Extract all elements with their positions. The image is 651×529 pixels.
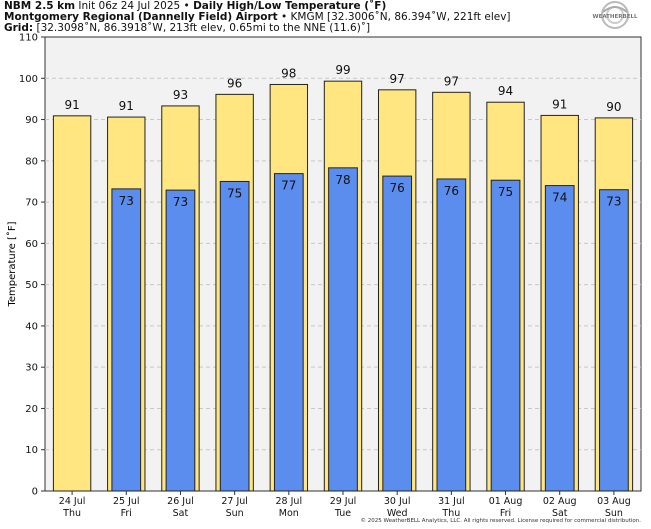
high-temp-label: 97	[390, 72, 405, 86]
y-tick-label: 110	[19, 33, 38, 44]
x-tick-day: Fri	[500, 508, 511, 519]
bullet-separator: •	[281, 11, 288, 23]
low-temp-label: 77	[281, 179, 296, 193]
swirl-logo-icon: WEATHERBELL	[593, 1, 638, 29]
y-tick-label: 20	[25, 404, 38, 415]
station-line: Montgomery Regional (Dannelly Field) Air…	[4, 11, 511, 23]
low-temp-label: 78	[335, 173, 350, 187]
y-tick-label: 90	[25, 115, 38, 126]
low-temp-bar	[382, 175, 413, 492]
high-temp-label: 91	[119, 99, 134, 113]
low-temp-label: 74	[552, 191, 567, 205]
x-tick-day: Thu	[62, 508, 81, 519]
logo-text: WEATHERBELL	[593, 14, 638, 20]
y-tick-label: 70	[25, 198, 38, 209]
x-tick-date: 25 Jul	[113, 496, 140, 507]
x-tick-day: Sun	[605, 508, 623, 519]
low-temp-label: 73	[606, 195, 621, 209]
y-tick-label: 0	[32, 487, 38, 498]
low-temp-label: 73	[173, 195, 188, 209]
low-temp-label: 75	[227, 186, 242, 200]
low-temp-bar	[436, 178, 467, 492]
bars: 91 91 73 93 73 96 75 98 77 99 78 97 76 97 76 94 75 91 74 90…	[52, 63, 634, 492]
x-tick-date: 29 Jul	[330, 496, 357, 507]
low-temp-bar	[111, 188, 142, 492]
x-tick-date: 28 Jul	[276, 496, 303, 507]
low-temp-label: 76	[390, 181, 405, 195]
x-tick-day: Wed	[387, 508, 408, 519]
low-temp-label: 76	[444, 184, 459, 198]
x-tick-date: 30 Jul	[384, 496, 411, 507]
x-tick-date: 24 Jul	[59, 496, 86, 507]
high-temp-label: 91	[552, 97, 567, 111]
station-info: KMGM [32.3006˚N, 86.394˚W, 221ft elev]	[290, 11, 511, 23]
low-temp-bar	[599, 189, 629, 492]
low-temp-bar	[544, 185, 575, 492]
y-tick-label: 60	[25, 239, 38, 250]
y-tick-label: 40	[25, 321, 38, 332]
product-name: Daily High/Low Temperature (˚F)	[193, 0, 387, 12]
y-tick-label: 30	[25, 363, 38, 374]
x-tick-day: Thu	[441, 508, 460, 519]
y-tick-label: 100	[19, 74, 38, 85]
high-temp-bar	[52, 115, 92, 492]
high-temp-label: 98	[281, 66, 296, 80]
low-temp-bar	[165, 189, 196, 492]
low-temp-bar	[273, 173, 304, 492]
station-name: Montgomery Regional (Dannelly Field) Air…	[4, 11, 278, 23]
x-tick-date: 26 Jul	[167, 496, 194, 507]
high-temp-label: 93	[173, 88, 188, 102]
x-tick-day: Tue	[334, 508, 351, 519]
y-tick-label: 10	[25, 445, 38, 456]
x-tick-day: Sat	[173, 508, 189, 519]
grid-info: [32.3098˚N, 86.3918˚W, 213ft elev, 0.65m…	[36, 22, 371, 34]
x-tick-date: 01 Aug	[489, 496, 523, 507]
low-temp-bar	[490, 179, 521, 492]
x-tick-date: 03 Aug	[597, 496, 631, 507]
bullet-separator: •	[183, 0, 190, 12]
high-temp-label: 97	[444, 74, 459, 88]
low-temp-label: 73	[119, 194, 134, 208]
low-temp-label: 75	[498, 185, 513, 199]
chart-title-line: NBM 2.5 km Init 06z 24 Jul 2025 • Daily …	[4, 0, 386, 12]
x-tick-day: Mon	[279, 508, 299, 519]
low-temp-bar	[219, 180, 250, 492]
model-name: NBM 2.5 km	[4, 0, 76, 12]
high-temp-label: 99	[335, 63, 350, 77]
x-tick-day: Sun	[226, 508, 244, 519]
init-time: Init 06z 24 Jul 2025	[78, 0, 181, 12]
y-axis-label: Temperature [˚F]	[6, 221, 18, 307]
y-tick-label: 80	[25, 156, 38, 167]
high-temp-label: 90	[606, 100, 621, 114]
x-tick-day: Sat	[552, 508, 568, 519]
x-tick-date: 31 Jul	[438, 496, 465, 507]
y-axis-ticks: 0 10 20 30 40 50 60 70 80 90 100 110	[19, 33, 45, 498]
x-tick-day: Fri	[121, 508, 132, 519]
weatherbell-logo: WEATHERBELL	[585, 0, 645, 30]
grid-line: Grid: [32.3098˚N, 86.3918˚W, 213ft elev,…	[4, 22, 370, 34]
grid-label: Grid:	[4, 22, 34, 34]
x-tick-date: 27 Jul	[221, 496, 248, 507]
high-temp-label: 94	[498, 84, 513, 98]
copyright-footer: © 2025 WeatherBELL Analytics, LLC. All r…	[360, 518, 641, 524]
low-temp-bar	[328, 167, 358, 492]
x-tick-date: 02 Aug	[543, 496, 577, 507]
high-temp-label: 96	[227, 76, 242, 90]
y-tick-label: 50	[25, 280, 38, 291]
high-temp-label: 91	[64, 98, 79, 112]
